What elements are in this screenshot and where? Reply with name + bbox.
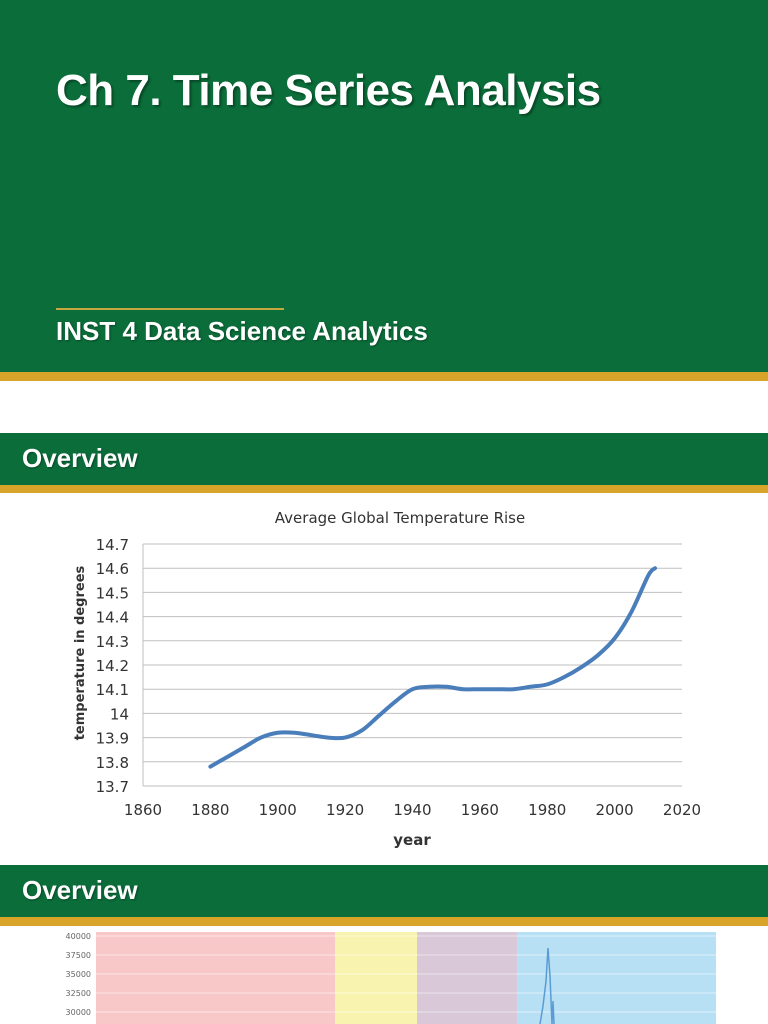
y-tick-label: 14 xyxy=(110,705,129,723)
chart-grid xyxy=(142,543,682,787)
y-tick-label: 13.8 xyxy=(96,754,129,772)
x-axis-label: year xyxy=(393,831,431,849)
y-tick-label: 14.5 xyxy=(96,584,129,602)
overview-header-2: Overview xyxy=(0,865,768,917)
x-tick-label: 1920 xyxy=(326,801,364,819)
y-tick-label: 14.2 xyxy=(96,657,129,675)
x-tick-label: 1940 xyxy=(393,801,431,819)
temperature-line-chart: Average Global Temperature Rise 14.7 14.6… xyxy=(73,509,701,849)
chart-region xyxy=(417,932,517,1024)
price-spike-line xyxy=(539,947,555,1024)
x-tick-label: 2000 xyxy=(596,801,634,819)
y-tick-label: 40000 xyxy=(66,932,91,941)
y-tick-label: 32500 xyxy=(66,989,91,998)
x-tick-label: 1960 xyxy=(461,801,499,819)
section-heading: Overview xyxy=(22,875,138,905)
y-tick-label: 14.1 xyxy=(96,681,129,699)
slide-title: Ch 7. Time Series Analysis xyxy=(56,66,601,115)
temperature-series-line xyxy=(208,566,658,769)
x-tick-label: 2020 xyxy=(663,801,701,819)
chart-region xyxy=(335,932,417,1024)
chart-region xyxy=(96,932,335,1024)
chart-title: Average Global Temperature Rise xyxy=(275,509,525,527)
gold-divider-band xyxy=(0,917,768,926)
x-tick-labels: 1860 1880 1900 1920 1940 1960 1980 2000 2020 xyxy=(124,801,701,819)
y-tick-labels: 40000 37500 35000 32500 30000 xyxy=(66,932,91,1017)
y-tick-label: 30000 xyxy=(66,1008,91,1017)
y-tick-label: 35000 xyxy=(66,970,91,979)
y-axis-label: temperature in degrees xyxy=(73,565,88,740)
y-tick-label: 14.7 xyxy=(96,536,129,554)
gold-divider-band xyxy=(0,372,768,381)
title-slide: Ch 7. Time Series Analysis INST 4 Data S… xyxy=(0,0,768,372)
y-tick-label: 14.4 xyxy=(96,609,129,627)
slide-subtitle: INST 4 Data Science Analytics xyxy=(56,316,428,346)
section-heading: Overview xyxy=(22,443,138,473)
gold-divider-band xyxy=(0,485,768,493)
x-tick-label: 1900 xyxy=(259,801,297,819)
price-history-chart: 40000 37500 35000 32500 30000 xyxy=(66,932,716,1024)
chart-regions xyxy=(96,932,716,1024)
y-tick-label: 37500 xyxy=(66,951,91,960)
y-tick-label: 13.9 xyxy=(96,730,129,748)
overview-header: Overview xyxy=(0,433,768,485)
y-tick-label: 13.7 xyxy=(96,778,129,796)
x-tick-label: 1880 xyxy=(191,801,229,819)
title-divider xyxy=(56,308,284,310)
y-tick-labels: 14.7 14.6 14.5 14.4 14.3 14.2 14.1 14 13.9 13.8 13… xyxy=(96,536,129,796)
y-tick-label: 14.3 xyxy=(96,633,129,651)
x-tick-label: 1860 xyxy=(124,801,162,819)
x-tick-label: 1980 xyxy=(528,801,566,819)
y-tick-label: 14.6 xyxy=(96,560,129,578)
